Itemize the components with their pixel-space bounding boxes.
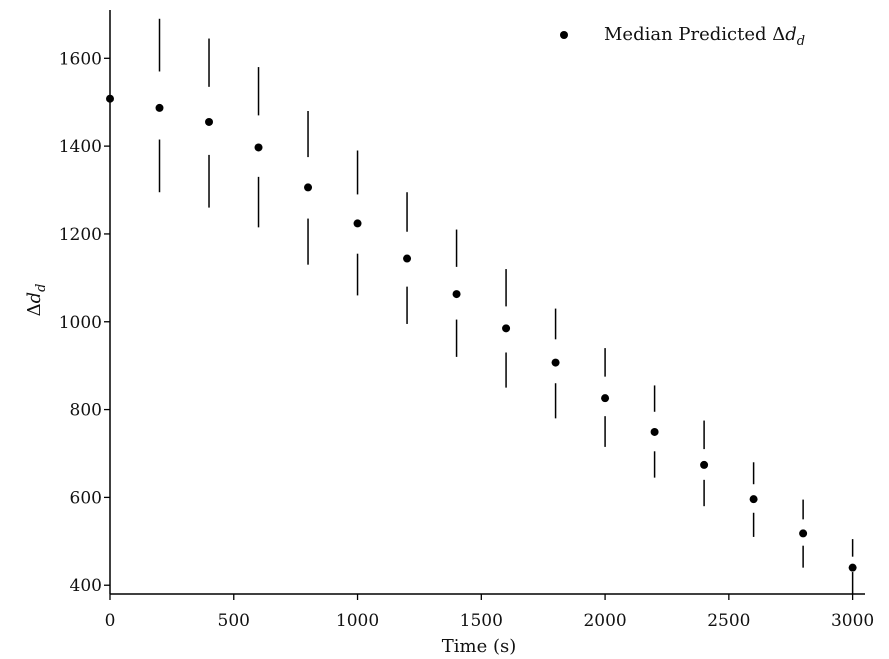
data-point [403,254,412,263]
data-point [106,94,114,103]
data-point [848,563,857,572]
data-points [106,94,857,572]
data-point [205,117,214,126]
x-tick-label: 2500 [707,611,750,631]
x-ticks: 0 500 1000 1500 2000 2500 3000 [105,594,874,631]
data-point [502,324,511,333]
data-point [452,290,461,299]
data-point [254,143,263,152]
x-tick-label: 500 [218,611,250,631]
y-tick-label: 600 [70,488,102,508]
x-axis-title: Time (s) [442,636,517,657]
legend-label: Median Predicted Δdd [604,24,805,49]
data-point [551,358,560,367]
data-point [155,103,164,112]
y-tick-label: 1600 [59,49,102,69]
legend: Median Predicted Δdd [560,24,805,49]
y-tick-label: 1200 [59,225,102,245]
plot-area [109,10,865,595]
data-point [799,529,808,538]
y-tick-label: 400 [70,576,102,596]
y-axis-title: Δdd [24,284,49,317]
data-point [353,219,362,228]
y-ticks: 400 600 800 1000 1200 1400 1600 [59,49,110,596]
x-tick-label: 3000 [831,611,874,631]
y-tick-label: 1000 [59,313,102,333]
x-tick-label: 2000 [583,611,626,631]
data-point [700,460,709,469]
data-point [601,394,610,403]
data-point [304,183,313,192]
error-bars [158,18,854,594]
x-tick-label: 1000 [336,611,379,631]
data-point [650,427,659,436]
x-tick-label: 1500 [460,611,503,631]
data-point [749,495,758,504]
x-tick-label: 0 [105,611,116,631]
legend-marker [560,31,568,39]
y-tick-label: 1400 [59,137,102,157]
y-tick-label: 800 [70,401,102,421]
